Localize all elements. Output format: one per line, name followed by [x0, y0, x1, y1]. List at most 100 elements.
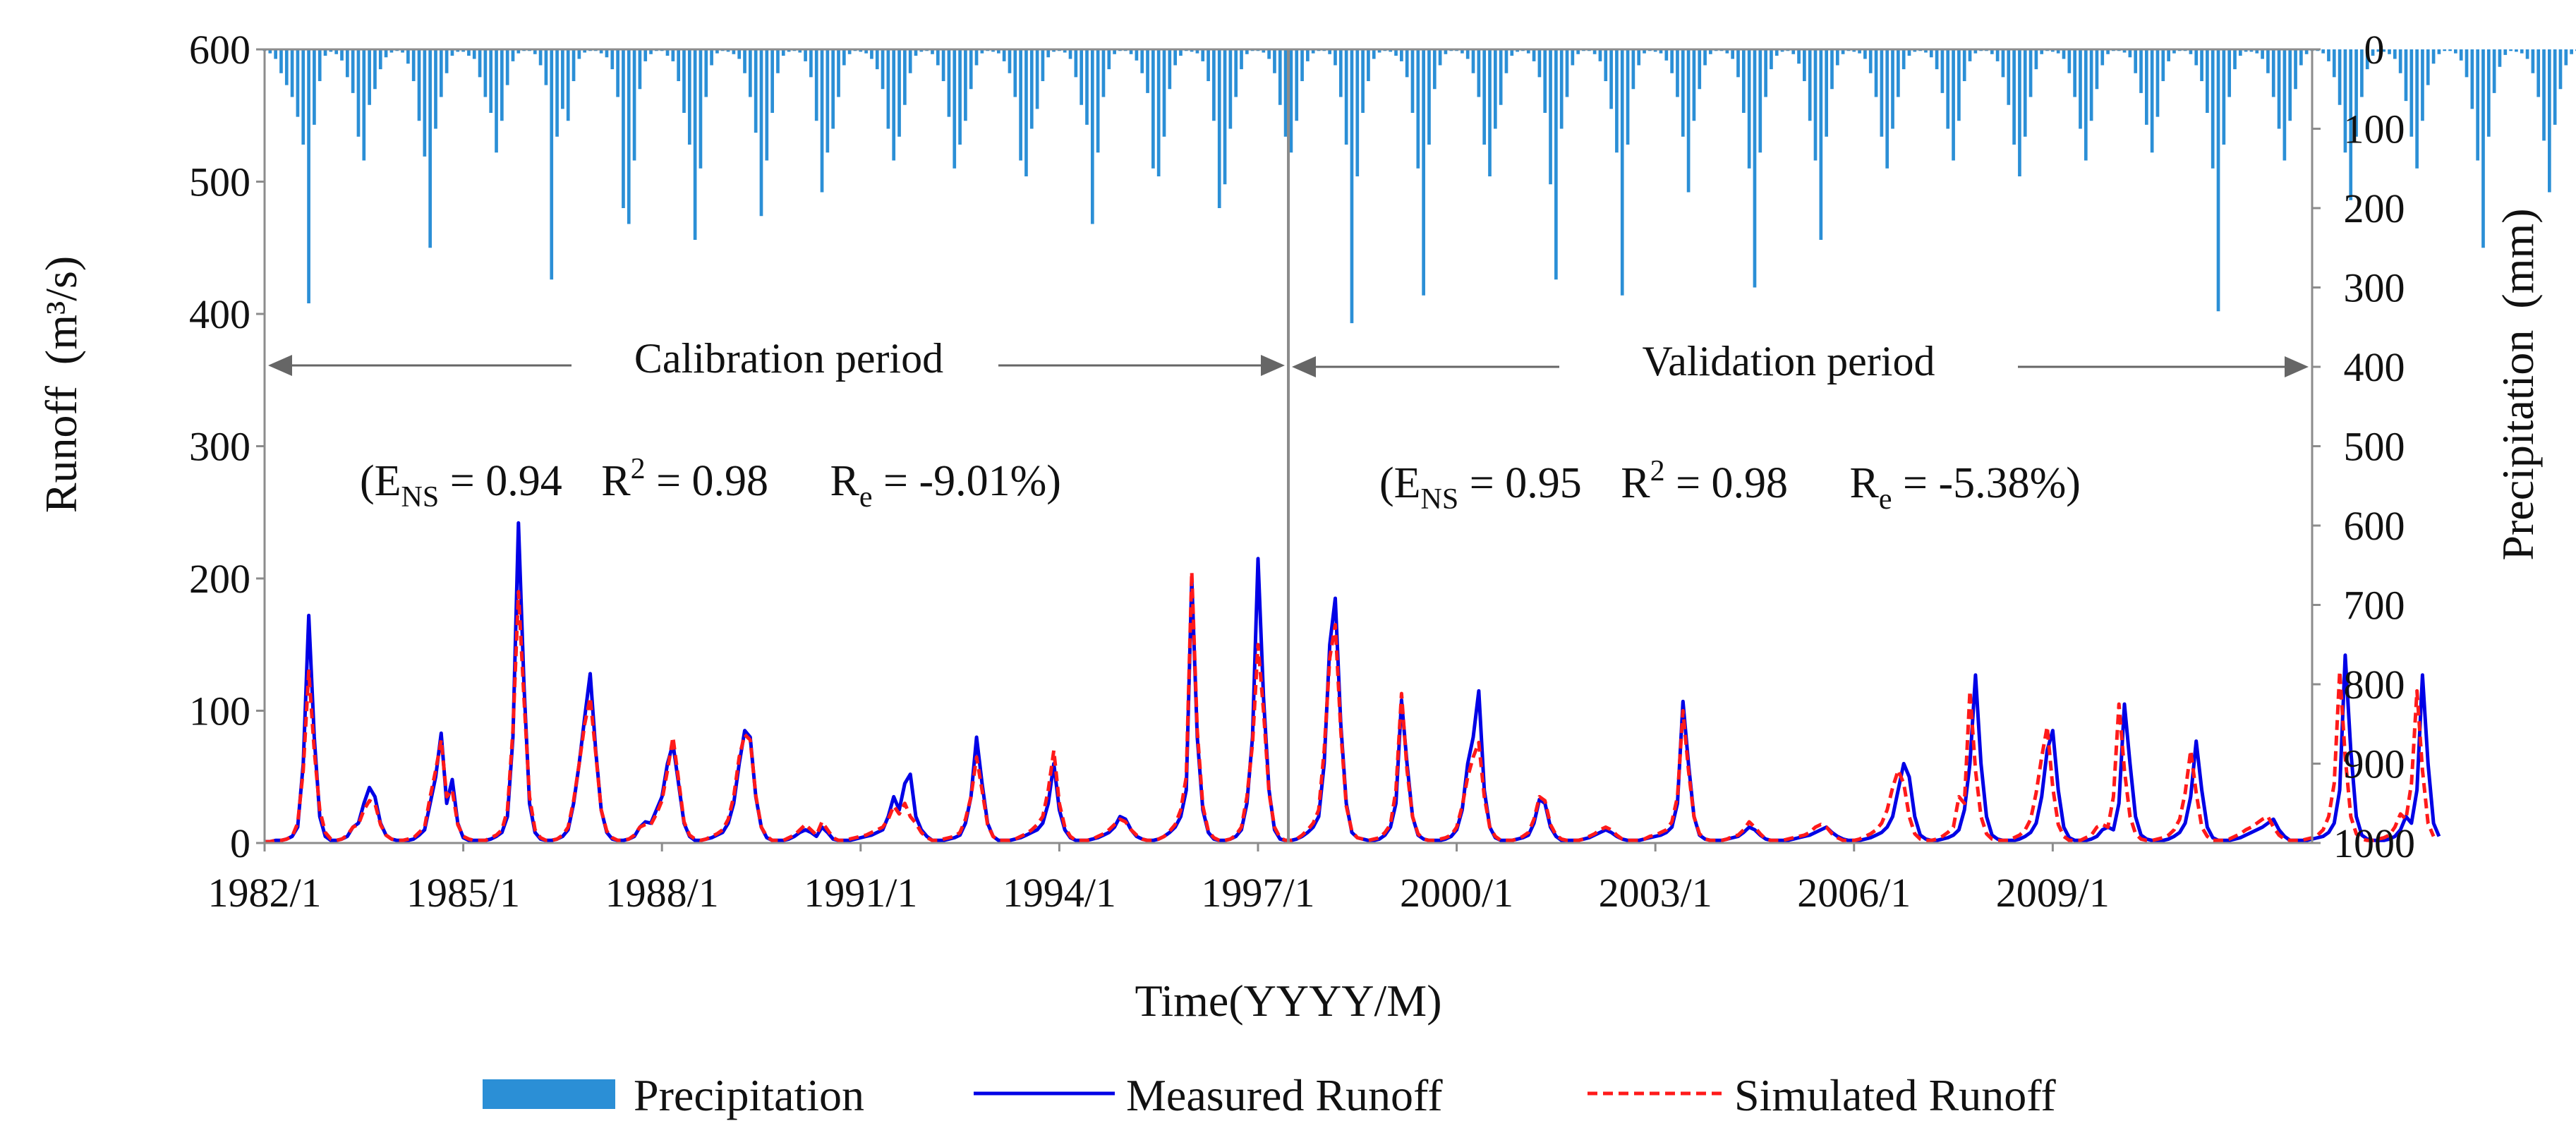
- precipitation-bar: [1096, 49, 1100, 153]
- precipitation-bar: [483, 49, 488, 97]
- precipitation-bar: [2531, 49, 2535, 73]
- precipitation-bar: [1024, 49, 1028, 176]
- precipitation-bar: [356, 49, 361, 137]
- precipitation-bar: [759, 49, 763, 217]
- precipitation-bar: [1278, 49, 1282, 105]
- precipitation-bar: [268, 49, 272, 54]
- precipitation-bar: [2244, 49, 2248, 52]
- legend-precipitation-label: Precipitation: [634, 1070, 864, 1120]
- precipitation-bar: [1195, 49, 1199, 54]
- precipitation-bar: [2481, 49, 2485, 248]
- precipitation-bar: [1968, 49, 1972, 61]
- precipitation-bar: [2161, 49, 2165, 81]
- precipitation-bar: [1394, 49, 1398, 56]
- precipitation-bar: [732, 49, 736, 54]
- precipitation-bar: [1952, 49, 1955, 161]
- precipitation-bar: [2426, 49, 2430, 85]
- precipitation-bar: [329, 49, 333, 52]
- precipitation-bar: [1962, 49, 1966, 81]
- precipitation-bar: [2393, 49, 2397, 59]
- precipitation-bar: [2028, 49, 2033, 97]
- precipitation-bar: [290, 49, 294, 97]
- precipitation-bar: [1245, 49, 1249, 54]
- precipitation-bar: [1764, 49, 1767, 97]
- precipitation-bar: [1731, 49, 1735, 59]
- precipitation-bar: [2437, 49, 2441, 54]
- precipitation-bar: [826, 49, 830, 153]
- calibration-period-label: Calibration period: [634, 335, 943, 382]
- left-axis-tick-label: 0: [230, 820, 250, 866]
- precipitation-bar: [1803, 49, 1806, 81]
- precipitation-bar: [1659, 49, 1663, 54]
- x-axis-tick-label: 1994/1: [1003, 870, 1116, 916]
- precipitation-bar: [2553, 49, 2557, 125]
- precipitation-bar: [2067, 49, 2072, 73]
- precipitation-bar: [765, 49, 769, 161]
- precipitation-bar: [749, 49, 752, 97]
- precipitation-bar: [1929, 49, 1933, 58]
- precipitation-bar: [284, 49, 289, 85]
- precipitation-bar: [389, 49, 394, 53]
- precipitation-bar: [2155, 49, 2160, 117]
- precipitation-bar: [974, 49, 979, 66]
- precipitation-bar: [1736, 49, 1740, 78]
- precipitation-bar: [627, 49, 631, 224]
- precipitation-bar: [1444, 49, 1448, 54]
- precipitation-bar: [1841, 49, 1845, 54]
- validation-period-label: Validation period: [1643, 338, 1935, 384]
- precipitation-bar: [859, 49, 863, 52]
- validation-re-prefix: R: [1850, 459, 1880, 507]
- precipitation-bar: [781, 49, 785, 56]
- precipitation-bar: [1207, 49, 1210, 81]
- precipitation-bar: [1571, 49, 1575, 66]
- precipitation-bar: [368, 49, 371, 105]
- precipitation-bar: [610, 49, 615, 70]
- precipitation-bar: [2304, 49, 2309, 54]
- calibration-statistics: (ENS = 0.94 R2 = 0.98 Re = -9.01%): [360, 453, 1061, 514]
- precipitation-bar: [1140, 49, 1144, 73]
- precipitation-bar: [2421, 49, 2424, 121]
- precipitation-bar: [2288, 49, 2292, 121]
- precipitation-bar: [2106, 49, 2110, 54]
- precipitation-bars: [262, 49, 2576, 324]
- precipitation-bar: [2520, 49, 2524, 54]
- precipitation-bar: [1653, 49, 1657, 52]
- precipitation-bar: [1885, 49, 1889, 169]
- precipitation-bar: [2134, 49, 2138, 73]
- calibration-r2-prefix: R: [601, 457, 631, 505]
- precipitation-bar: [2503, 49, 2508, 55]
- precipitation-bar: [2382, 49, 2386, 52]
- precipitation-bar: [2172, 49, 2176, 54]
- validation-statistics: (ENS = 0.95 R2 = 0.98 Re = -5.38%): [1379, 455, 2081, 516]
- validation-ens-sub: NS: [1421, 483, 1459, 516]
- precipitation-bar: [1631, 49, 1635, 90]
- precipitation-bar: [2189, 49, 2193, 54]
- precipitation-bar: [1897, 49, 1900, 97]
- precipitation-bar: [804, 49, 807, 61]
- left-axis-tick-label: 500: [189, 159, 250, 205]
- simulated-runoff-layer: [265, 570, 2436, 844]
- calibration-ens-prefix: (E: [360, 457, 401, 505]
- calibration-re-prefix: R: [830, 457, 860, 505]
- precipitation-bar: [2233, 49, 2237, 70]
- precipitation-bar: [2222, 49, 2226, 145]
- x-axis-tick-label: 2009/1: [1996, 870, 2110, 916]
- precipitation-bar: [809, 49, 813, 78]
- precipitation-bar: [1973, 49, 1978, 54]
- precipitation-bar: [1283, 49, 1288, 137]
- precipitation-bar: [495, 49, 498, 153]
- precipitation-bar: [1643, 49, 1646, 54]
- precipitation-bar: [555, 49, 559, 137]
- precipitation-bar: [472, 49, 476, 59]
- right-axis-title-name: Precipitation: [2493, 330, 2543, 561]
- precipitation-bar: [886, 49, 890, 129]
- precipitation-bar: [2238, 49, 2242, 56]
- precipitation-bar: [2536, 49, 2541, 97]
- precipitation-bar: [2454, 49, 2457, 54]
- precipitation-bar: [1201, 49, 1205, 61]
- precipitation-bar: [384, 49, 388, 58]
- precipitation-bar: [2012, 49, 2016, 145]
- validation-r2-value: = 0.98: [1665, 459, 1788, 507]
- precipitation-bar: [1355, 49, 1360, 176]
- precipitation-bar: [2144, 49, 2148, 125]
